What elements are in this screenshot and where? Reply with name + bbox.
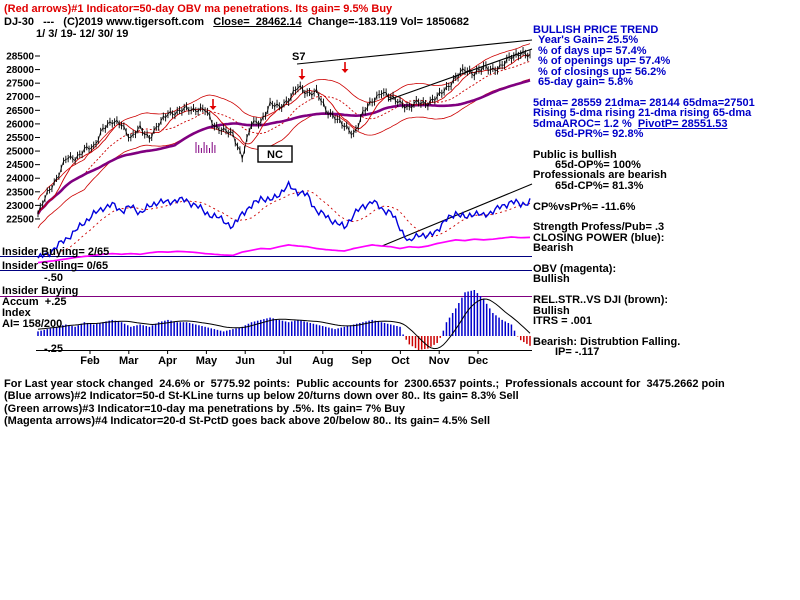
panel-line: 65-day gain= 5.8%: [538, 75, 634, 88]
svg-text:24500: 24500: [6, 160, 34, 171]
close-value: Close= 28462.14: [213, 16, 302, 28]
panel-line: 5dmaAROC= 1.2 % PivotP= 28551.53: [533, 117, 728, 130]
red-arrows-indicator-caption: (Red arrows)#1 Indicator=50-day OBV ma p…: [4, 3, 393, 15]
panel-line: OBV (magenta):: [533, 262, 617, 275]
svg-text:Dec: Dec: [468, 355, 488, 367]
svg-text:Feb: Feb: [80, 355, 100, 367]
svg-text:25000: 25000: [6, 147, 34, 158]
svg-text:24000: 24000: [6, 174, 34, 185]
label-insider-selling: Insider Selling= 0/65: [2, 260, 109, 272]
panel-line: 65d-PR%= 92.8%: [555, 127, 644, 140]
panel-line: Bullish: [533, 273, 570, 286]
panel-line: Professionals are bearish: [533, 169, 667, 182]
panel-line: Year's Gain= 25.5%: [538, 34, 639, 47]
svg-text:NC: NC: [267, 149, 283, 161]
panel-line: 5dma= 28559 21dma= 28144 65dma=27501: [533, 96, 755, 109]
svg-text:22500: 22500: [6, 214, 34, 225]
svg-text:S7: S7: [292, 51, 305, 63]
panel-line: Bearish: [533, 242, 574, 255]
footer-line: (Blue arrows)#2 Indicator=50-d St-KLine …: [4, 390, 519, 403]
panel-line: Bearish: Distrubtion Falling.: [533, 335, 681, 348]
footer-indicator-notes: For Last year stock changed 24.6% or 577…: [4, 378, 725, 428]
svg-text:May: May: [196, 355, 218, 367]
label-scale-bottom: -.25: [44, 343, 63, 355]
label-accum-line3: Index: [2, 307, 31, 319]
footer-line: For Last year stock changed 24.6% or 577…: [4, 378, 725, 390]
svg-text:28500: 28500: [6, 52, 34, 63]
svg-text:Mar: Mar: [119, 355, 139, 367]
svg-text:25500: 25500: [6, 133, 34, 144]
panel-line: CP%vsPr%= -11.6%: [533, 200, 636, 213]
panel-line: 65d-OP%= 100%: [555, 159, 641, 172]
svg-text:Nov: Nov: [429, 355, 451, 367]
panel-line: ITRS = .001: [533, 314, 593, 327]
quote-header: DJ-30 --- (C)2019 www.tigersoft.com Clos…: [4, 16, 469, 28]
date-range: 1/ 3/ 19- 12/ 30/ 19: [36, 28, 129, 40]
label-accum-title: Insider Buying: [2, 285, 79, 297]
symbol-copyright-label: DJ-30 --- (C)2019 www.tigersoft.com: [4, 16, 214, 28]
svg-text:Jul: Jul: [276, 355, 292, 367]
panel-line: Public is bullish: [533, 148, 617, 161]
panel-line: % of openings up= 57.4%: [538, 55, 671, 68]
panel-line: CLOSING POWER (blue):: [533, 231, 665, 244]
change-volume: Change=-183.119 Vol= 1850682: [301, 16, 469, 28]
panel-line: Strength Profess/Pub= .3: [533, 221, 665, 234]
panel-line: % of closings up= 56.2%: [538, 65, 667, 78]
label-insider-buying: Insider Buying= 2/65: [2, 246, 110, 258]
panel-line: IP= -.117: [555, 346, 600, 359]
svg-text:Oct: Oct: [391, 355, 410, 367]
svg-text:23500: 23500: [6, 187, 34, 198]
svg-text:Jun: Jun: [235, 355, 255, 367]
panel-line: BULLISH PRICE TREND: [533, 24, 659, 36]
panel-line: Bullish: [533, 304, 570, 317]
label-accum-line2: Accum +.25: [2, 296, 67, 308]
panel-line: REL.STR..VS DJI (brown):: [533, 294, 669, 307]
footer-line: (Green arrows)#3 Indicator=10-day ma pen…: [4, 402, 406, 415]
svg-text:Apr: Apr: [158, 355, 178, 367]
label-accum-line4: AI= 158/200: [2, 318, 63, 330]
svg-text:23000: 23000: [6, 201, 34, 212]
footer-line: (Magenta arrows)#4 Indicator=20-d St-Pct…: [4, 415, 490, 428]
svg-text:27500: 27500: [6, 79, 34, 90]
label-scale-top: -.50: [44, 272, 63, 284]
svg-text:Sep: Sep: [352, 355, 372, 367]
analysis-panel: BULLISH PRICE TREND Year's Gain= 25.5%% o…: [533, 24, 755, 359]
panel-line: 65d-CP%= 81.3%: [555, 179, 644, 192]
panel-line: Rising 5-dma rising 21-dma rising 65-dma: [533, 107, 752, 120]
svg-text:Aug: Aug: [312, 355, 333, 367]
svg-text:28000: 28000: [6, 65, 34, 76]
svg-text:26000: 26000: [6, 119, 34, 130]
svg-text:26500: 26500: [6, 106, 34, 117]
panel-line: % of days up= 57.4%: [538, 44, 647, 57]
svg-text:27000: 27000: [6, 92, 34, 103]
